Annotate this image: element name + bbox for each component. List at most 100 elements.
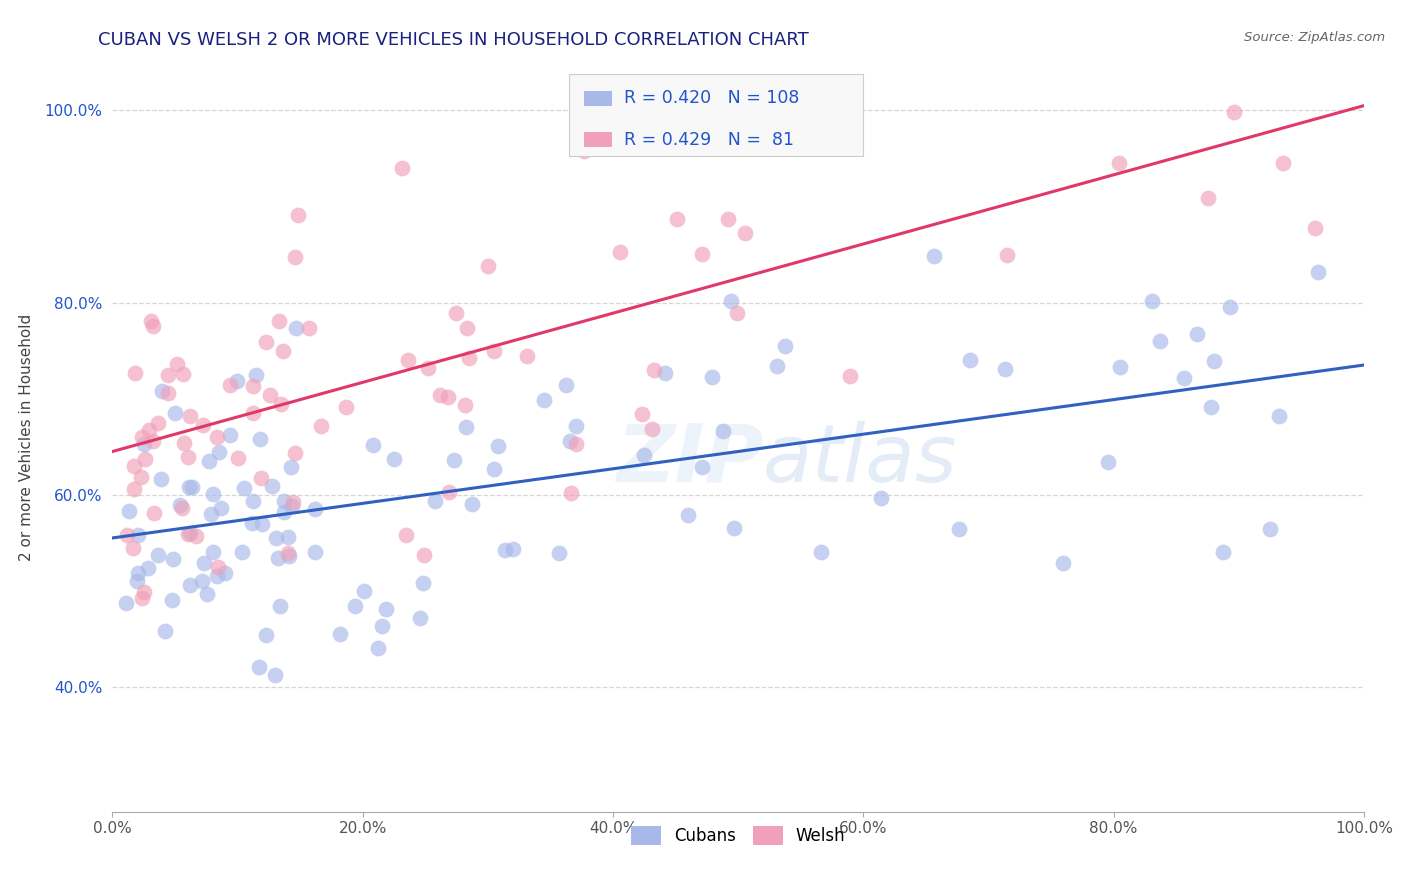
Point [284, 446, 307, 460]
Point [437, 485, 460, 500]
Point [690, 460, 713, 475]
Point [118, 504, 141, 518]
Point [335, 400, 357, 414]
Point [409, 610, 432, 624]
Point [298, 321, 321, 335]
Point [1108, 156, 1130, 170]
Point [149, 472, 172, 486]
Point [267, 551, 290, 566]
Point [242, 494, 264, 508]
Point [1223, 105, 1246, 120]
Point [284, 250, 307, 264]
Point [353, 584, 375, 599]
Point [560, 486, 582, 500]
Point [283, 495, 305, 509]
Point [676, 508, 699, 523]
Point [191, 417, 214, 432]
Point [458, 351, 481, 366]
Point [195, 587, 218, 601]
Point [461, 497, 484, 511]
Point [132, 584, 155, 599]
Point [1149, 334, 1171, 349]
Point [454, 398, 477, 412]
Point [454, 420, 477, 434]
FancyBboxPatch shape [585, 132, 612, 147]
Point [219, 428, 242, 442]
Point [155, 624, 177, 639]
Point [654, 366, 676, 380]
FancyBboxPatch shape [585, 91, 612, 106]
Point [122, 459, 145, 474]
Point [1108, 360, 1130, 375]
Text: ZIP: ZIP [616, 420, 763, 499]
Point [146, 416, 169, 430]
Point [396, 352, 419, 367]
Point [477, 259, 499, 273]
Point [148, 548, 170, 562]
Point [134, 451, 156, 466]
Point [280, 460, 302, 475]
Point [716, 212, 738, 227]
Point [172, 367, 194, 381]
Point [200, 507, 222, 521]
Point [193, 556, 215, 570]
Point [1268, 409, 1291, 423]
Point [254, 627, 277, 641]
Point [309, 419, 332, 434]
Point [994, 361, 1017, 376]
Point [502, 541, 524, 556]
Point [177, 526, 200, 541]
Point [173, 436, 195, 450]
Point [136, 561, 159, 575]
Point [179, 578, 201, 592]
Point [240, 516, 263, 531]
Point [165, 406, 187, 420]
Point [382, 451, 405, 466]
Point [765, 359, 787, 373]
Point [278, 549, 301, 563]
Text: atlas: atlas [763, 420, 957, 499]
Point [127, 566, 149, 580]
Point [456, 321, 478, 335]
Point [482, 343, 505, 358]
Point [839, 368, 862, 383]
Point [267, 314, 290, 328]
Point [280, 499, 302, 513]
Point [259, 388, 281, 402]
Point [231, 545, 253, 559]
Point [1140, 294, 1163, 309]
Point [269, 599, 291, 614]
Point [558, 434, 581, 449]
Point [1197, 191, 1219, 205]
Point [131, 430, 153, 444]
Point [226, 374, 249, 388]
Point [948, 522, 970, 536]
Point [1272, 155, 1295, 169]
Point [250, 471, 273, 485]
Point [179, 409, 201, 424]
Point [160, 593, 183, 607]
Point [344, 599, 367, 613]
Point [713, 424, 735, 438]
Point [218, 378, 240, 392]
Text: CUBAN VS WELSH 2 OR MORE VEHICLES IN HOUSEHOLD CORRELATION CHART: CUBAN VS WELSH 2 OR MORE VEHICLES IN HOU… [98, 31, 810, 49]
Point [114, 596, 136, 610]
Point [437, 391, 460, 405]
Point [242, 406, 264, 420]
Point [115, 527, 138, 541]
Point [554, 377, 576, 392]
Point [666, 212, 689, 227]
Point [572, 145, 595, 159]
Point [277, 546, 299, 560]
Point [609, 244, 631, 259]
Point [1173, 371, 1195, 385]
Point [720, 293, 742, 308]
Point [329, 626, 352, 640]
Point [641, 422, 664, 436]
Point [156, 368, 179, 383]
Point [304, 501, 326, 516]
Point [134, 437, 156, 451]
Point [486, 439, 509, 453]
Point [367, 640, 389, 655]
Point [197, 454, 219, 468]
